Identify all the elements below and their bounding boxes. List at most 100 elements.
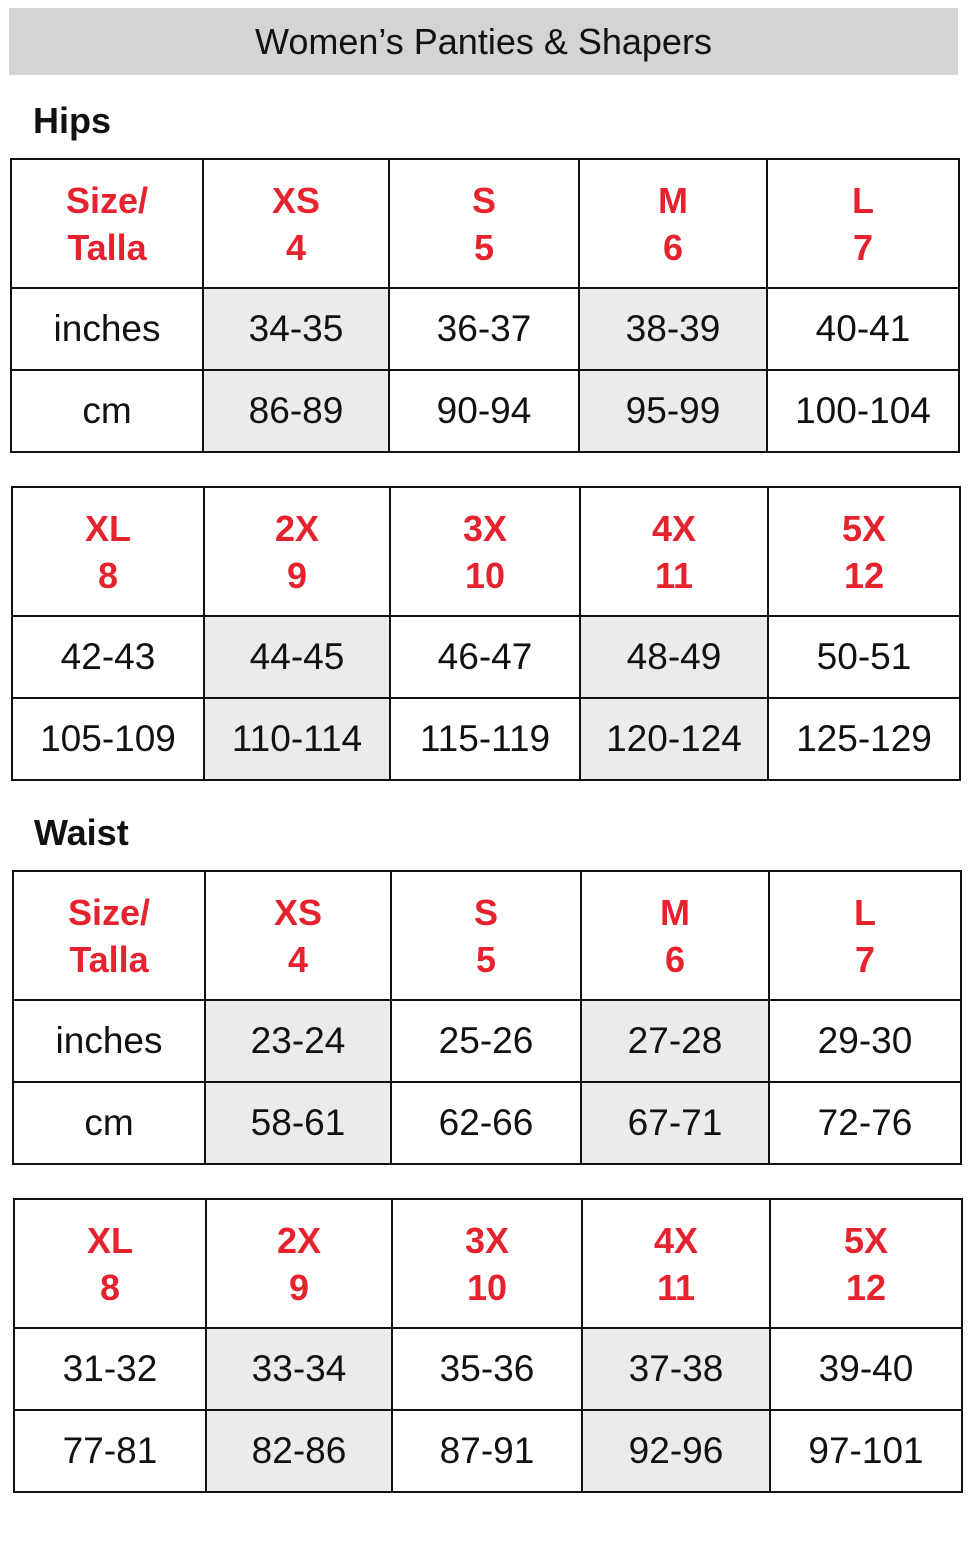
table-row: 105-109 110-114 115-119 120-124 125-129 (11, 697, 961, 781)
size-header-cell: 4X 11 (581, 1198, 771, 1329)
size-label: XS (271, 179, 321, 221)
hips-table-1: Size/Talla XS 4 S 5 M 6 L 7 inches 34-35 36-37 38-39… (10, 158, 960, 453)
page-title: Women’s Panties & Shapers (9, 8, 958, 75)
waist-table-1: Size/Talla XS 4 S 5 M 6 L 7 inches 23-24 25-26 27-28… (12, 870, 962, 1165)
measurement-cell: 72-76 (768, 1081, 962, 1165)
size-header-cell: 5X 12 (769, 1198, 963, 1329)
size-label: 2X (276, 1219, 322, 1261)
size-number: 6 (662, 226, 684, 268)
size-label: S (473, 891, 498, 933)
measurement-cell: 37-38 (581, 1327, 771, 1411)
size-header-cell: XS 4 (202, 158, 390, 289)
size-number: 5 (475, 938, 497, 980)
measurement-cell: 110-114 (203, 697, 391, 781)
measurement-cell: cm (10, 369, 204, 453)
size-number: 9 (286, 554, 308, 596)
measurement-cell: 77-81 (13, 1409, 207, 1493)
size-label: 4X (651, 507, 697, 549)
size-header-cell: 2X 9 (203, 486, 391, 617)
measurement-cell: 95-99 (578, 369, 768, 453)
size-header-cell: 3X 10 (391, 1198, 583, 1329)
size-header-cell: XL 8 (13, 1198, 207, 1329)
measurement-cell: 38-39 (578, 287, 768, 371)
measurement-cell: 40-41 (766, 287, 960, 371)
size-number: 8 (97, 554, 119, 596)
measurement-cell: 92-96 (581, 1409, 771, 1493)
size-label: Size/ (65, 179, 149, 221)
size-number: 10 (466, 1266, 508, 1308)
table-row: inches 23-24 25-26 27-28 29-30 (12, 999, 962, 1083)
measurement-cell: 115-119 (389, 697, 581, 781)
size-label: M (658, 179, 688, 221)
size-header-cell: Size/Talla (10, 158, 204, 289)
size-number: 4 (287, 938, 309, 980)
measurement-cell: 105-109 (11, 697, 205, 781)
measurement-cell: 82-86 (205, 1409, 393, 1493)
size-header-cell: 3X 10 (389, 486, 581, 617)
size-label: L (852, 179, 874, 221)
measurement-cell: 34-35 (202, 287, 390, 371)
section-label-hips: Hips (33, 100, 112, 141)
size-number: 5 (473, 226, 495, 268)
table-row: 77-81 82-86 87-91 92-96 97-101 (13, 1409, 963, 1493)
size-label: XS (273, 891, 323, 933)
size-label: Size/ (67, 891, 151, 933)
table-row: 42-43 44-45 46-47 48-49 50-51 (11, 615, 961, 699)
size-label: 3X (462, 507, 508, 549)
measurement-cell: 25-26 (390, 999, 582, 1083)
measurement-cell: 120-124 (579, 697, 769, 781)
size-number: 7 (854, 938, 876, 980)
size-header-cell: XL 8 (11, 486, 205, 617)
measurement-cell: cm (12, 1081, 206, 1165)
measurement-cell: 29-30 (768, 999, 962, 1083)
size-label: S (471, 179, 496, 221)
measurement-cell: 44-45 (203, 615, 391, 699)
size-label: M (660, 891, 690, 933)
size-label: L (854, 891, 876, 933)
size-number: 11 (654, 554, 694, 596)
measurement-cell: 86-89 (202, 369, 390, 453)
measurement-cell: 50-51 (767, 615, 961, 699)
measurement-cell: inches (12, 999, 206, 1083)
size-label: 5X (843, 1219, 889, 1261)
measurement-cell: 31-32 (13, 1327, 207, 1411)
size-header-cell: Size/Talla (12, 870, 206, 1001)
size-number: 12 (845, 1266, 887, 1308)
header-row: Size/Talla XS 4 S 5 M 6 L 7 (12, 870, 962, 1001)
size-number: 7 (852, 226, 874, 268)
measurement-cell: 97-101 (769, 1409, 963, 1493)
measurement-cell: 46-47 (389, 615, 581, 699)
size-label: 2X (274, 507, 320, 549)
size-header-cell: 5X 12 (767, 486, 961, 617)
size-label: 5X (841, 507, 887, 549)
measurement-cell: 67-71 (580, 1081, 770, 1165)
table-row: cm 58-61 62-66 67-71 72-76 (12, 1081, 962, 1165)
header-row: XL 8 2X 9 3X 10 4X 11 5X 12 (13, 1198, 963, 1329)
size-number: 6 (664, 938, 686, 980)
measurement-cell: 58-61 (204, 1081, 392, 1165)
measurement-cell: 35-36 (391, 1327, 583, 1411)
header-row: Size/Talla XS 4 S 5 M 6 L 7 (10, 158, 960, 289)
measurement-cell: 27-28 (580, 999, 770, 1083)
size-number: 10 (464, 554, 506, 596)
size-number: Talla (67, 226, 147, 268)
table-row: 31-32 33-34 35-36 37-38 39-40 (13, 1327, 963, 1411)
measurement-cell: inches (10, 287, 204, 371)
size-label: 4X (653, 1219, 699, 1261)
header-row: XL 8 2X 9 3X 10 4X 11 5X 12 (11, 486, 961, 617)
size-header-cell: 4X 11 (579, 486, 769, 617)
measurement-cell: 33-34 (205, 1327, 393, 1411)
measurement-cell: 87-91 (391, 1409, 583, 1493)
measurement-cell: 100-104 (766, 369, 960, 453)
waist-table-2: XL 8 2X 9 3X 10 4X 11 5X 12 31-32 33-34 35-36 37-38 39… (13, 1198, 963, 1493)
measurement-cell: 39-40 (769, 1327, 963, 1411)
size-label: XL (86, 1219, 133, 1261)
size-number: 11 (656, 1266, 696, 1308)
measurement-cell: 48-49 (579, 615, 769, 699)
